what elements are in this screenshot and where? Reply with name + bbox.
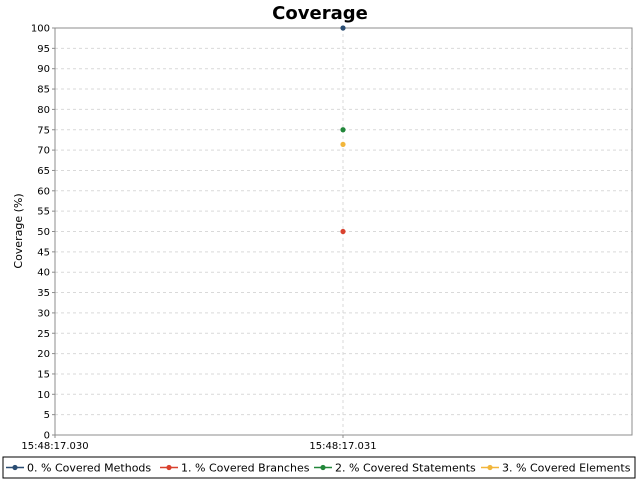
legend-label-series-1: 1. % Covered Branches [181, 462, 310, 475]
y-tick-label: 55 [37, 207, 50, 218]
data-points [340, 25, 346, 235]
data-point-series-3 [340, 141, 346, 148]
legend-label-series-0: 0. % Covered Methods [27, 462, 151, 475]
legend-label-series-3: 3. % Covered Elements [502, 462, 631, 475]
x-axis-ticks: 15:48:17.030 15:48:17.031 [21, 435, 377, 452]
y-tick-label: 20 [37, 349, 50, 360]
y-tick-label: 35 [37, 288, 50, 299]
legend-marker-series-1 [166, 464, 172, 471]
y-tick-label: 10 [37, 390, 50, 401]
y-tick-label: 75 [37, 125, 50, 136]
legend-marker-series-3 [487, 464, 493, 471]
grid-layer [55, 28, 632, 435]
legend-label-series-2: 2. % Covered Statements [335, 462, 476, 475]
data-point-series-1 [340, 228, 346, 235]
y-tick-label: 45 [37, 247, 50, 258]
y-tick-label: 5 [44, 410, 50, 421]
x-tick-label: 15:48:17.030 [21, 441, 88, 452]
y-tick-label: 95 [37, 44, 50, 55]
data-point-series-2 [340, 127, 346, 133]
legend: 0. % Covered Methods 1. % Covered Branche… [2, 456, 636, 479]
y-axis-ticks: 0 5 10 15 20 25 30 35 40 45 50 55 60 65 70 75 80 85 90 95 10… [31, 24, 55, 442]
y-tick-label: 85 [37, 85, 50, 96]
y-tick-label: 25 [37, 329, 50, 340]
y-tick-label: 65 [37, 166, 50, 177]
y-tick-label: 60 [37, 186, 50, 197]
y-tick-label: 40 [37, 268, 50, 279]
y-tick-label: 100 [31, 24, 50, 35]
data-point-series-0 [340, 25, 346, 31]
chart-title: Coverage [272, 3, 368, 24]
y-tick-label: 80 [37, 105, 50, 116]
y-tick-label: 30 [37, 308, 50, 319]
legend-marker-series-2 [320, 464, 326, 471]
y-tick-label: 70 [37, 146, 50, 157]
x-tick-label: 15:48:17.031 [309, 441, 376, 452]
y-axis-label: Coverage (%) [12, 193, 25, 268]
y-tick-label: 15 [37, 369, 50, 380]
y-tick-label: 90 [37, 64, 50, 75]
y-tick-label: 0 [44, 431, 50, 442]
y-tick-label: 50 [37, 227, 50, 238]
legend-marker-series-0 [12, 464, 18, 471]
